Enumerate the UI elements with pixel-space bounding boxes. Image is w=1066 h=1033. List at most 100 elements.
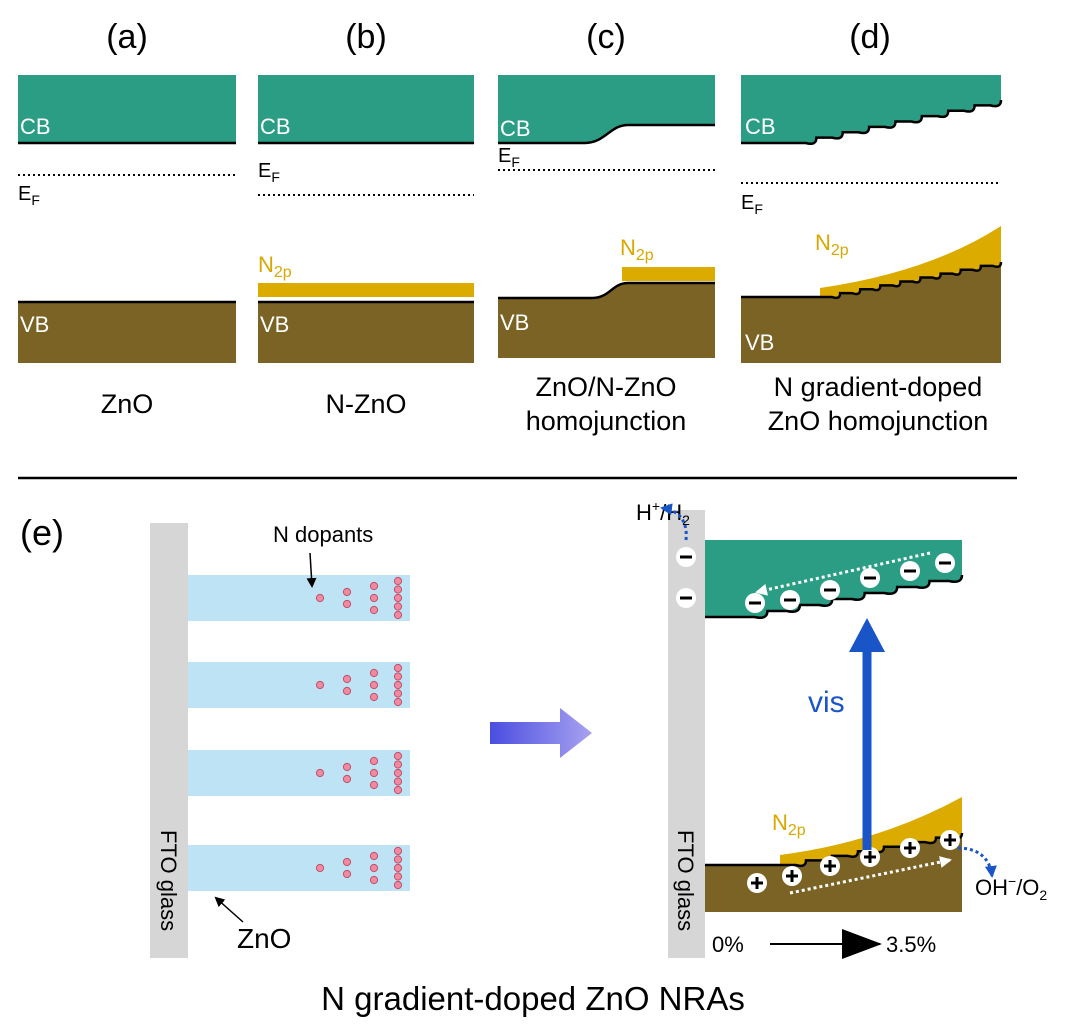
fermi-label: EF [498, 145, 520, 170]
dopant [343, 858, 350, 865]
dopant [394, 761, 401, 768]
dopant [370, 757, 377, 764]
h-couple-label: H+/H2 [636, 498, 690, 528]
dopant [316, 769, 323, 776]
n2p-subscript: 2p [636, 247, 654, 264]
dopant [316, 681, 323, 688]
oxidation-arrow [958, 848, 992, 876]
dopant [370, 681, 377, 688]
cb-label: CB [20, 114, 51, 139]
pointer-arrow [216, 898, 243, 922]
dopant [370, 594, 377, 601]
conduction-band [705, 540, 962, 618]
caption: N gradient-doped [774, 372, 983, 402]
dopant [394, 778, 401, 785]
dopant [370, 669, 377, 676]
fermi-symbol: E [498, 145, 511, 167]
dopant [370, 781, 377, 788]
dopant [394, 594, 401, 601]
caption: ZnO [101, 389, 154, 419]
dopant [394, 673, 401, 680]
page: N gradient-doped ZnO band diagrams html,… [0, 0, 1066, 1033]
dopant [394, 577, 401, 584]
dopant [370, 582, 377, 589]
oh-symbol: OH [975, 875, 1008, 900]
h-slash: /H [660, 500, 682, 525]
h-charge: + [652, 498, 660, 514]
page-body: (a) CB EF VB ZnO (b) CB EF N2p VB N-ZnO … [0, 0, 1066, 1033]
fermi-subscript: F [511, 154, 520, 170]
n2p-symbol: N [620, 235, 636, 260]
fto-label: FTO glass [156, 830, 181, 931]
fermi-label: EF [258, 160, 280, 185]
figure-caption: N gradient-doped ZnO NRAs [321, 980, 745, 1017]
n2p-subscript: 2p [831, 242, 849, 259]
caption: ZnO homojunction [768, 406, 989, 436]
figure: (a) CB EF VB ZnO (b) CB EF N2p VB N-ZnO … [0, 0, 1066, 1033]
dopant [370, 852, 377, 859]
h-symbol: H [636, 500, 652, 525]
vb-label: VB [20, 312, 49, 337]
dopant [343, 588, 350, 595]
n2p-symbol: N [815, 230, 831, 255]
fermi-label: EF [741, 192, 763, 217]
cb-label: CB [500, 116, 531, 141]
gradient-end: 3.5% [886, 932, 936, 957]
dopant [343, 687, 350, 694]
dopant [343, 870, 350, 877]
dopant [394, 603, 401, 610]
dopant [316, 594, 323, 601]
dopant [394, 786, 401, 793]
oh-couple-label: OH−/O2 [975, 873, 1047, 903]
dopant [370, 864, 377, 871]
oh-slash: /O [1016, 875, 1039, 900]
dopant [394, 864, 401, 871]
n-dopants-label: N dopants [273, 522, 373, 547]
valence-band [741, 262, 1001, 363]
caption: ZnO/N-ZnO [535, 372, 676, 402]
dopant [394, 611, 401, 618]
cb-label: CB [260, 114, 291, 139]
dopant [343, 775, 350, 782]
fermi-subscript: F [271, 169, 280, 185]
fermi-symbol: E [258, 160, 271, 182]
panel-label: (d) [849, 18, 891, 56]
fermi-label: EF [18, 183, 40, 208]
valence-band [18, 302, 236, 363]
transition-arrow [490, 708, 592, 758]
dopant [394, 690, 401, 697]
panel-label: (e) [20, 512, 64, 553]
nanorods [188, 575, 410, 891]
n2p-band [258, 283, 474, 297]
n2p-label: N2p [258, 252, 292, 281]
n2p-label: N2p [620, 235, 654, 264]
dopant [370, 693, 377, 700]
dopant [394, 847, 401, 854]
fermi-symbol: E [741, 192, 754, 214]
fto-label: FTO glass [673, 830, 698, 931]
n2p-symbol: N [258, 252, 274, 277]
dopant [394, 681, 401, 688]
vb-label: VB [500, 310, 529, 335]
n2p-subscript: 2p [788, 822, 806, 839]
dopant [394, 856, 401, 863]
zno-label: ZnO [237, 923, 291, 954]
panel-label: (a) [106, 18, 148, 56]
cb-label: CB [745, 114, 776, 139]
vb-label: VB [260, 312, 289, 337]
caption: homojunction [526, 406, 687, 436]
panel-label: (c) [586, 18, 626, 56]
vb-label: VB [745, 330, 774, 355]
dopant [394, 664, 401, 671]
conduction-band [741, 75, 1001, 144]
panel-label: (b) [345, 18, 387, 56]
n2p-band [622, 267, 715, 281]
dopant [394, 698, 401, 705]
fermi-subscript: F [31, 192, 40, 208]
dopant [343, 675, 350, 682]
dopant [394, 586, 401, 593]
dopant [394, 881, 401, 888]
vis-label: vis [808, 686, 845, 719]
fermi-subscript: F [754, 201, 763, 217]
dopant [370, 876, 377, 883]
